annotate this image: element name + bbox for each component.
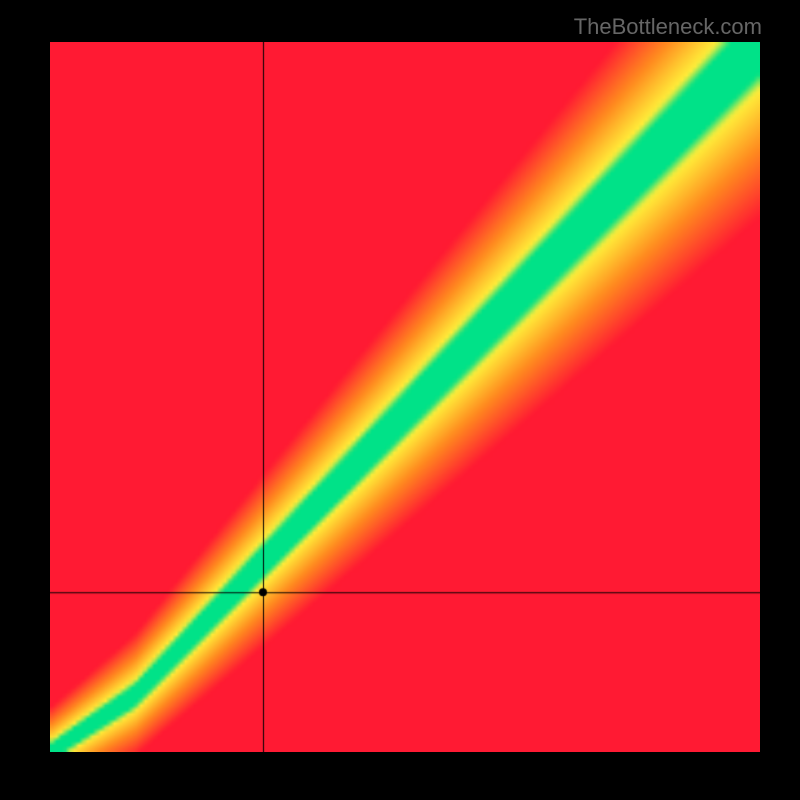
- watermark-text: TheBottleneck.com: [574, 14, 762, 40]
- chart-container: TheBottleneck.com: [0, 0, 800, 800]
- heatmap-plot: [50, 42, 760, 752]
